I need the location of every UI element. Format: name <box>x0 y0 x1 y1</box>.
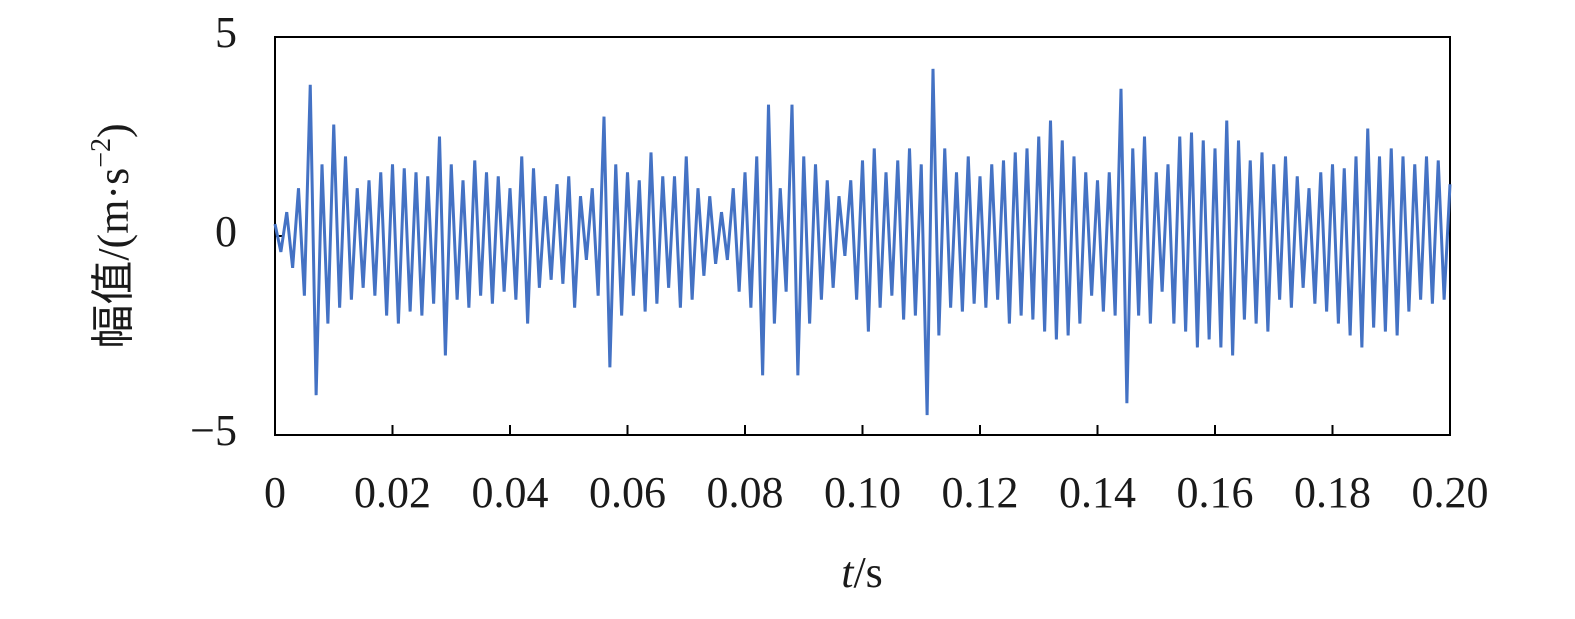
y-label-text: 幅值/(m·s <box>89 168 138 349</box>
x-tick-label: 0.08 <box>707 468 784 517</box>
x-tick-label: 0.20 <box>1412 468 1489 517</box>
x-tick-label: 0.14 <box>1059 468 1136 517</box>
x-tick-label: 0.12 <box>942 468 1019 517</box>
x-label-var: t <box>841 548 855 597</box>
x-tick-label: 0.16 <box>1177 468 1254 517</box>
x-label-unit: /s <box>853 548 882 597</box>
y-tick-label: 5 <box>215 8 237 57</box>
x-tick-label: 0.18 <box>1294 468 1371 517</box>
x-tick-label: 0 <box>264 468 286 517</box>
x-tick-label: 0.02 <box>354 468 431 517</box>
x-tick-label: 0.04 <box>472 468 549 517</box>
y-label-end: ) <box>89 123 138 138</box>
y-label-sup: −2 <box>86 138 117 168</box>
y-tick-label: 0 <box>215 207 237 256</box>
x-tick-label: 0.06 <box>589 468 666 517</box>
x-axis-label: t/s <box>841 548 883 597</box>
x-tick-label: 0.10 <box>824 468 901 517</box>
signal-line <box>273 68 1452 416</box>
plot-frame <box>274 36 1451 436</box>
y-tick-label: −5 <box>190 406 237 455</box>
y-axis-label: 幅值/(m·s−2) <box>86 123 138 348</box>
